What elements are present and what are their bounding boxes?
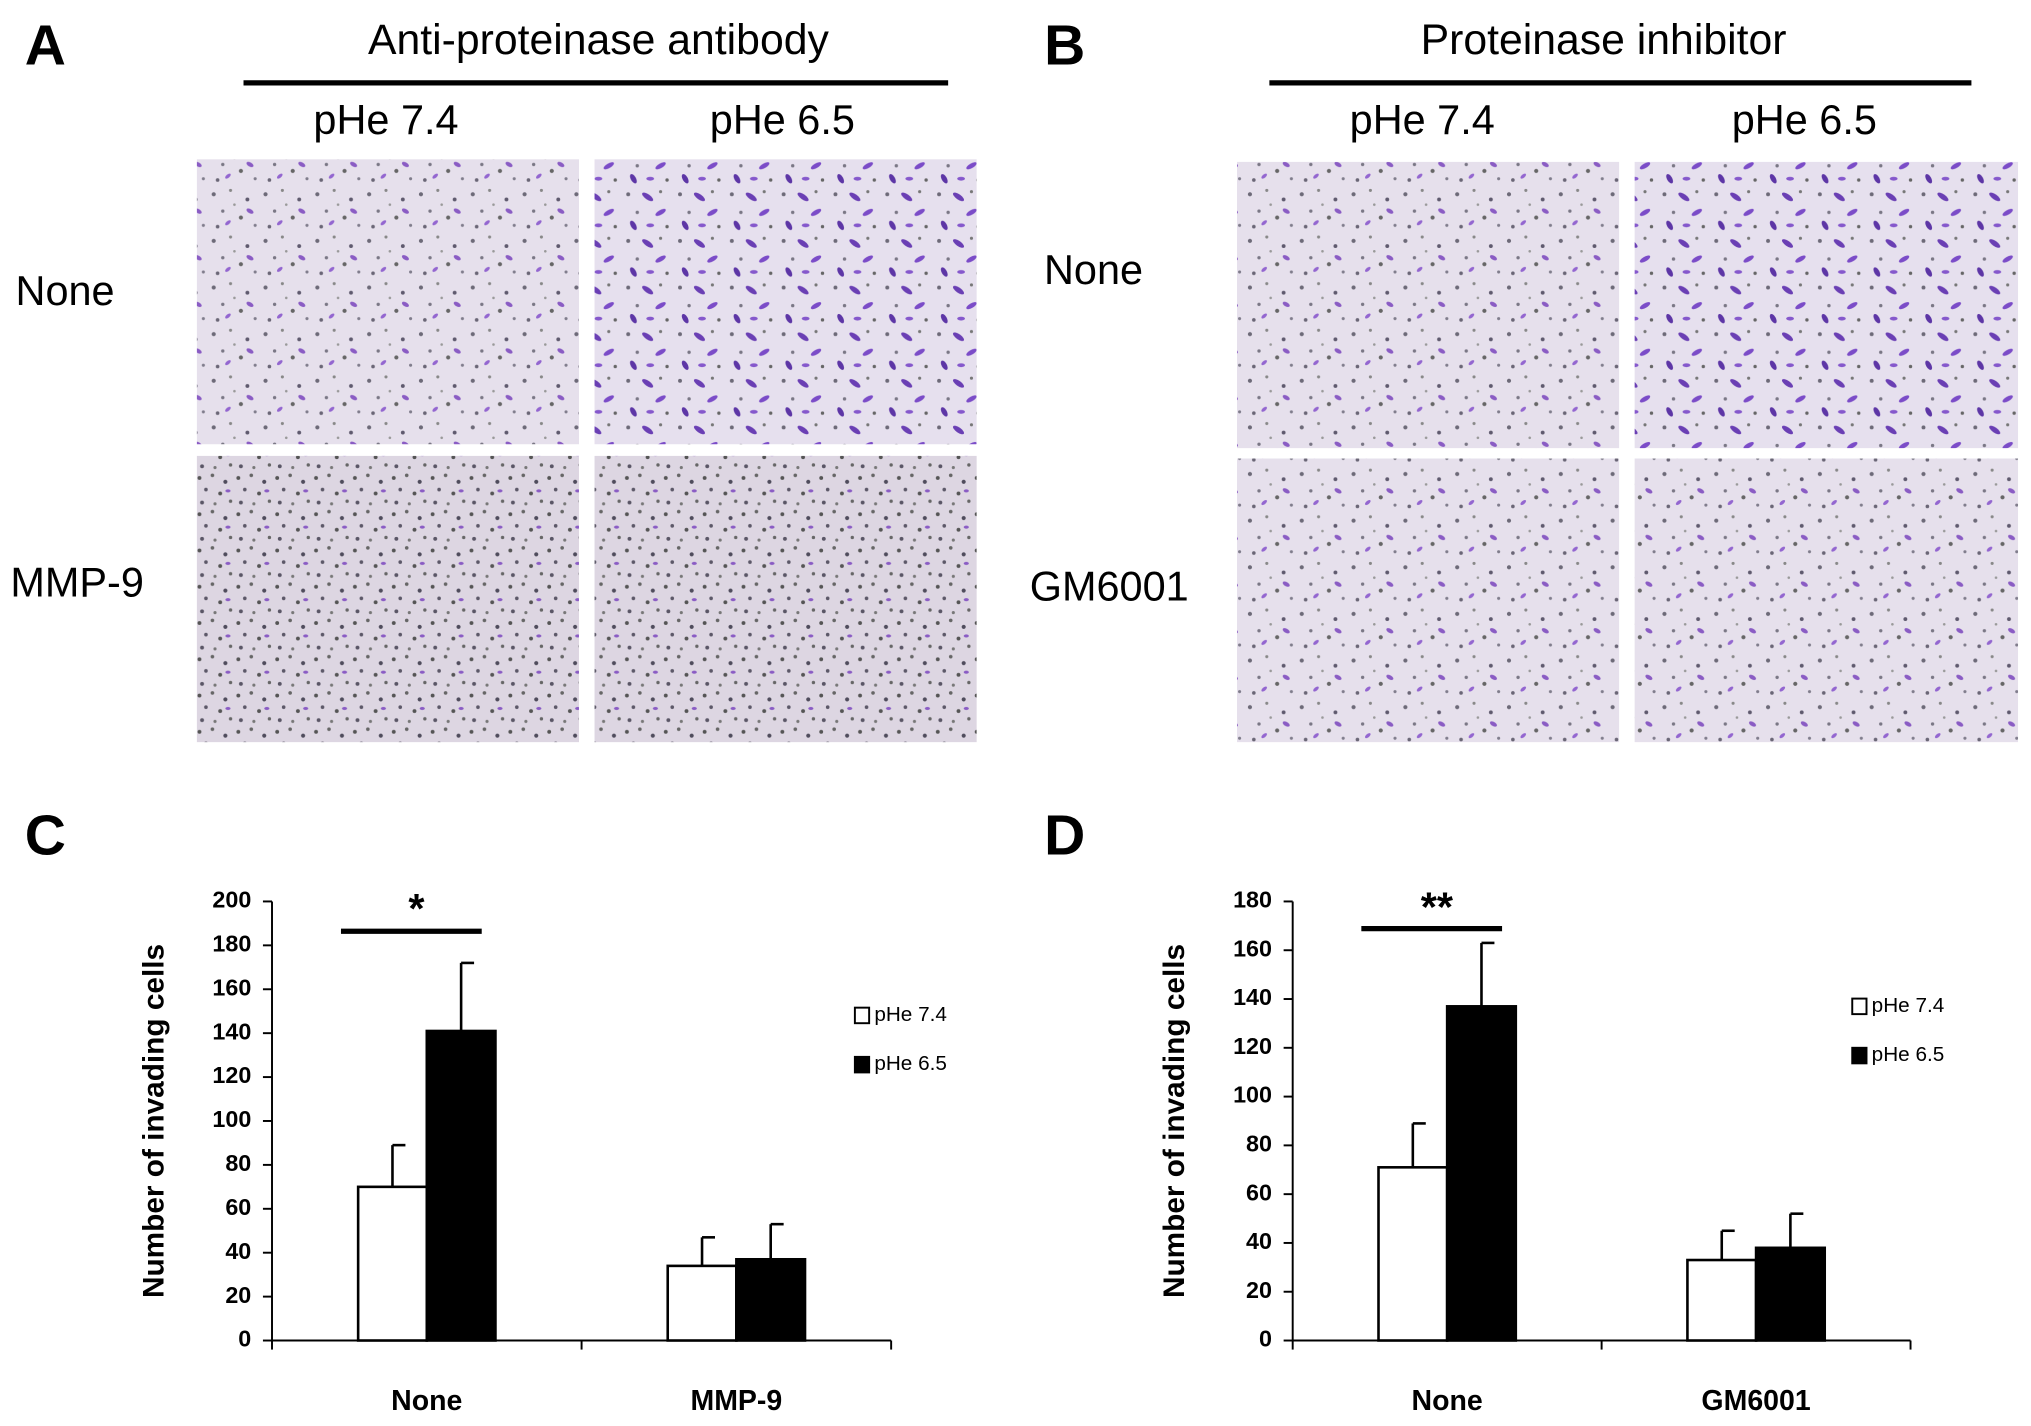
column-label: pHe 6.5 <box>710 96 855 143</box>
bar <box>735 1257 807 1342</box>
y-tick-label: 140 <box>1233 984 1272 1010</box>
y-tick-label: 60 <box>225 1194 251 1220</box>
row-label: None <box>1044 246 1143 293</box>
column-label: pHe 6.5 <box>1732 96 1877 143</box>
significance-label: ** <box>1421 883 1454 930</box>
legend-label: pHe 7.4 <box>874 1003 947 1026</box>
y-tick-label: 160 <box>212 974 251 1000</box>
y-tick-label: 80 <box>225 1150 251 1176</box>
y-tick-label: 20 <box>1246 1277 1272 1303</box>
significance-label: * <box>408 885 425 932</box>
legend-label: pHe 6.5 <box>874 1052 947 1075</box>
legend-swatch <box>853 1006 871 1025</box>
y-axis-label: Number of invading cells <box>137 944 170 1298</box>
legend-label: pHe 6.5 <box>1872 1043 1945 1066</box>
x-tick-label: None <box>391 1385 462 1417</box>
row-label: None <box>16 267 115 314</box>
chart-letter: C <box>25 803 66 867</box>
y-axis-label: Number of invading cells <box>1158 944 1191 1298</box>
bar <box>1445 1005 1518 1342</box>
micrograph <box>594 159 977 445</box>
y-tick-label: 120 <box>212 1062 251 1088</box>
micrograph <box>1236 458 1620 743</box>
legend-swatch <box>1851 997 1868 1016</box>
bar <box>666 1264 738 1342</box>
micrograph <box>196 455 579 743</box>
y-tick-label: 120 <box>1233 1033 1272 1059</box>
micrograph <box>1634 161 2019 449</box>
y-tick-label: 100 <box>212 1106 251 1132</box>
y-tick-label: 200 <box>212 887 251 913</box>
y-tick-label: 140 <box>212 1018 251 1044</box>
x-tick-label: None <box>1412 1385 1483 1417</box>
y-tick-label: 40 <box>1246 1228 1272 1254</box>
y-tick-label: 40 <box>225 1238 251 1264</box>
micrographs <box>196 159 2019 743</box>
micrograph <box>1634 458 2019 743</box>
bar <box>356 1185 429 1342</box>
bar <box>425 1029 497 1342</box>
micrograph <box>1236 161 1620 449</box>
y-tick-label: 100 <box>1233 1082 1272 1108</box>
y-tick-label: 0 <box>238 1326 251 1352</box>
legend-label: pHe 7.4 <box>1872 994 1945 1017</box>
panel-letter: B <box>1044 13 1085 77</box>
x-tick-label: MMP-9 <box>690 1385 782 1417</box>
row-label: GM6001 <box>1030 562 1189 609</box>
micrograph <box>594 455 977 743</box>
bar <box>1754 1246 1827 1342</box>
column-label: pHe 7.4 <box>313 96 458 143</box>
row-label: MMP-9 <box>10 558 144 605</box>
legend-swatch <box>1851 1046 1868 1065</box>
bar <box>1377 1166 1449 1342</box>
x-tick-label: GM6001 <box>1701 1385 1810 1417</box>
legend-swatch <box>853 1055 871 1074</box>
y-tick-label: 20 <box>225 1282 251 1308</box>
y-tick-label: 60 <box>1246 1179 1272 1205</box>
y-tick-label: 160 <box>1233 935 1272 961</box>
panel-letter: A <box>25 13 66 77</box>
column-label: pHe 7.4 <box>1350 96 1495 143</box>
micrograph <box>196 159 579 445</box>
y-tick-label: 80 <box>1246 1131 1272 1157</box>
bar <box>1686 1258 1758 1342</box>
chart-letter: D <box>1044 803 1085 867</box>
panel-title: Anti-proteinase antibody <box>368 16 830 64</box>
y-tick-label: 180 <box>212 931 251 957</box>
y-tick-label: 180 <box>1233 887 1272 913</box>
y-tick-label: 0 <box>1259 1326 1272 1352</box>
panel-title: Proteinase inhibitor <box>1421 16 1787 64</box>
